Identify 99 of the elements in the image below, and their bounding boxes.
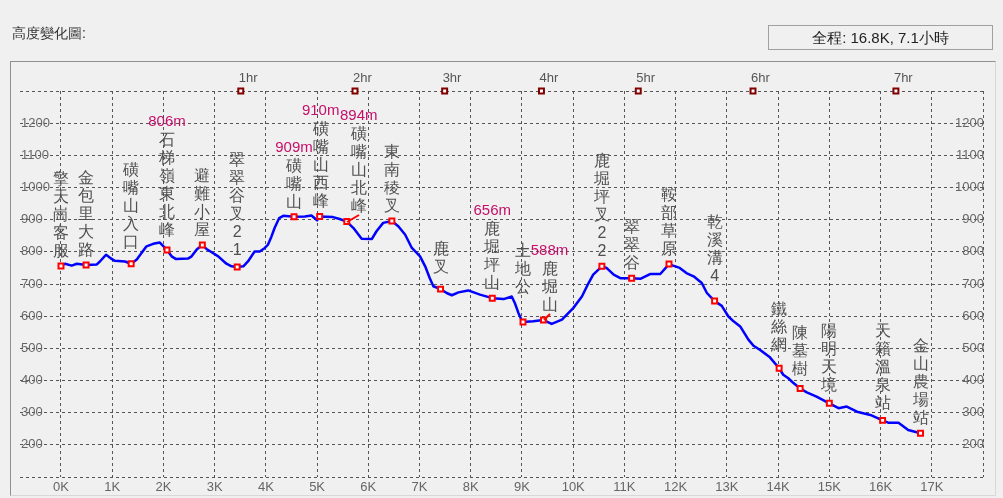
- point: [628, 274, 636, 282]
- y-tick-label: 900: [21, 211, 43, 227]
- point: [488, 294, 496, 302]
- annotation: 3hr: [442, 70, 462, 85]
- x-tick-label: 2K: [155, 479, 172, 495]
- annotation: 909m: [275, 137, 313, 155]
- y-tick-label: 500: [21, 339, 43, 355]
- x-tick-label: 1K: [104, 479, 121, 495]
- x-tick-label: 16K: [868, 479, 893, 495]
- x-tick-label: 8K: [462, 479, 480, 495]
- point: [441, 87, 449, 95]
- annotation: 7hr: [893, 70, 913, 85]
- x-tick-label: 0K: [53, 479, 70, 495]
- point: [634, 87, 642, 95]
- annotation: 894m: [340, 105, 378, 123]
- point: [879, 416, 887, 424]
- annotation: 磺嘴山入口: [123, 160, 140, 251]
- point: [163, 246, 171, 254]
- point: [519, 318, 527, 326]
- chart-title: 高度變化圖:: [12, 25, 86, 41]
- annotation: 806m: [148, 111, 186, 129]
- point: [127, 260, 135, 268]
- point: [892, 87, 900, 95]
- annotation: 翠翠谷: [623, 218, 640, 273]
- annotation: 擎天崗客服: [52, 169, 69, 260]
- point: [82, 261, 90, 269]
- y-tick-label: 200: [21, 436, 43, 452]
- annotation: 6hr: [751, 70, 770, 85]
- x-tick-label: 9K: [514, 479, 531, 495]
- x-tick-label: 11K: [613, 479, 636, 495]
- y-tick-label: 1000: [21, 179, 50, 195]
- point: [198, 241, 206, 249]
- y2-tick-label: 500: [962, 339, 984, 355]
- x-tick-label: 17K: [920, 479, 944, 495]
- annotation: 5hr: [636, 70, 656, 85]
- y2-tick-label: 1200: [955, 114, 984, 130]
- y2-tick-label: 400: [962, 372, 984, 388]
- point: [796, 385, 804, 393]
- point: [917, 429, 924, 437]
- annotation: 588m: [530, 241, 569, 259]
- annotation: 金山農場站: [912, 337, 929, 428]
- annotation: 鐵絲網: [771, 300, 788, 355]
- y2-tick-label: 300: [962, 404, 984, 420]
- x-tick-label: 3K: [206, 479, 223, 495]
- point: [316, 212, 324, 220]
- annotation: 東南稜叉: [383, 142, 400, 215]
- x-tick-label: 7K: [411, 479, 428, 495]
- point: [825, 399, 833, 407]
- point: [233, 263, 241, 271]
- y-tick-label: 300: [21, 404, 43, 420]
- y2-tick-label: 800: [962, 243, 984, 259]
- y2-tick-label: 200: [962, 436, 984, 452]
- annotation: 1hr: [238, 70, 258, 85]
- annotation: 鹿堀坪山: [484, 220, 501, 293]
- point: [711, 297, 719, 305]
- annotation: 陽明天境: [821, 322, 838, 395]
- x-tick-label: 10K: [561, 479, 586, 495]
- x-tick-label: 13K: [715, 479, 739, 495]
- y-tick-label: 700: [21, 275, 43, 291]
- point: [775, 364, 783, 372]
- annotation: 鞍部草原: [661, 186, 677, 259]
- annotation: 翠翠谷叉21: [229, 150, 246, 259]
- annotation: 乾溪溝4: [706, 213, 723, 286]
- annotation: 656m: [473, 201, 512, 219]
- annotation: 鹿堀坪叉22: [593, 152, 610, 261]
- y2-tick-label: 1000: [955, 179, 984, 195]
- annotation: 910m: [301, 101, 340, 119]
- y-tick-label: 400: [21, 372, 43, 388]
- annotation: 土地公: [515, 241, 531, 296]
- x-tick-label: 15K: [817, 479, 842, 495]
- y2-tick-label: 1100: [956, 146, 984, 162]
- annotation: 避難小屋: [194, 167, 211, 240]
- point: [598, 262, 606, 270]
- y-tick-label: 800: [21, 243, 43, 259]
- annotation: 鹿叉: [432, 240, 449, 277]
- x-tick-label: 14K: [766, 479, 790, 495]
- y-tick-label: 600: [21, 307, 43, 323]
- annotation: 磺嘴山北峰: [350, 124, 367, 215]
- x-tick-label: 4K: [257, 479, 275, 495]
- y2-tick-label: 700: [962, 275, 984, 291]
- annotation: 2hr: [353, 70, 372, 85]
- point: [388, 217, 396, 225]
- point: [437, 285, 445, 293]
- annotation: 天籟溫泉站: [874, 322, 891, 413]
- point: [290, 213, 298, 221]
- annotation: 陳墓樹: [792, 323, 809, 378]
- y-tick-label: 1100: [21, 146, 49, 162]
- point: [237, 87, 245, 95]
- y2-tick-label: 600: [962, 307, 984, 323]
- y-tick-label: 1200: [21, 114, 50, 130]
- x-tick-label: 12K: [664, 479, 688, 495]
- annotation: 磺嘴山: [286, 156, 303, 211]
- x-tick-label: 5K: [309, 479, 326, 495]
- annotation: 4hr: [539, 70, 559, 85]
- point: [537, 87, 545, 95]
- point: [665, 260, 673, 268]
- chart-subtitle: 全程: 16.8K, 7.1小時: [768, 25, 993, 50]
- y2-tick-label: 900: [962, 211, 984, 227]
- x-tick-label: 6K: [360, 479, 377, 495]
